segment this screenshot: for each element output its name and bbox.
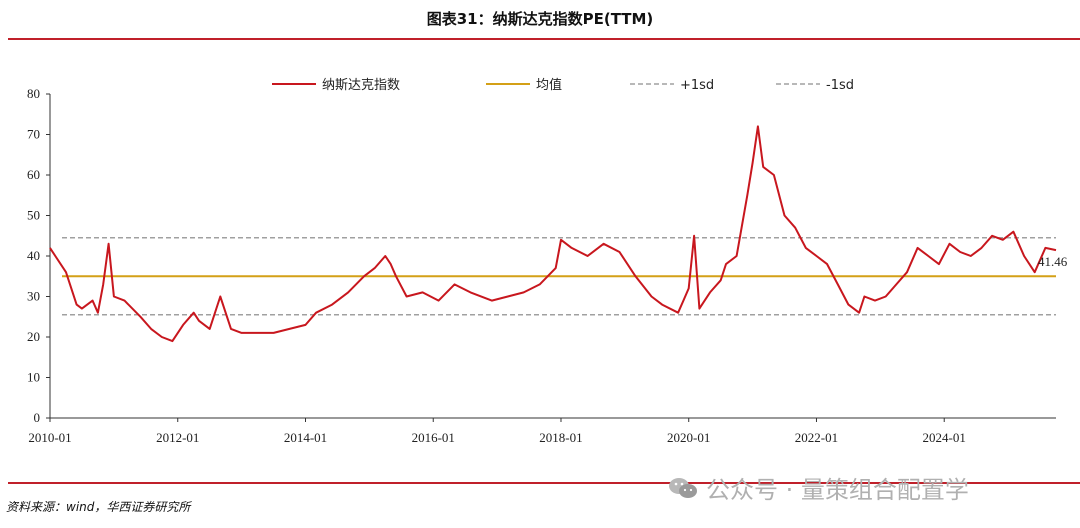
x-tick-label: 2016-01 xyxy=(412,430,455,445)
x-tick-label: 2012-01 xyxy=(156,430,199,445)
pe-line-chart: 纳斯达克指数 均值 +1sd -1sd 0 10 20 30 40 50 60 70 80 2010-0… xyxy=(27,77,1068,445)
legend-item-3: -1sd xyxy=(776,78,854,93)
chart-legend: 纳斯达克指数 均值 +1sd -1sd xyxy=(272,77,854,93)
legend-label-1: 均值 xyxy=(536,77,562,93)
y-tick-label: 60 xyxy=(27,167,40,182)
x-tick-label: 2022-01 xyxy=(795,430,838,445)
legend-label-0: 纳斯达克指数 xyxy=(322,78,400,93)
watermark-text: 公众号 · 量策组合配置学 xyxy=(706,476,969,504)
legend-label-3: -1sd xyxy=(826,78,854,93)
legend-item-0: 纳斯达克指数 xyxy=(272,78,400,93)
footer-divider xyxy=(8,482,1080,484)
legend-label-2: +1sd xyxy=(680,78,714,93)
y-tick-label: 80 xyxy=(27,86,40,101)
y-tick-label: 70 xyxy=(27,127,40,142)
title-divider xyxy=(8,38,1080,40)
y-tick-label: 40 xyxy=(27,248,40,263)
x-tick-label: 2020-01 xyxy=(667,430,710,445)
y-tick-label: 10 xyxy=(27,370,40,385)
reference-lines xyxy=(62,237,1056,316)
wechat-icon xyxy=(669,477,697,498)
source-note: 资料来源：wind，华西证券研究所 xyxy=(6,500,191,514)
y-tick-label: 0 xyxy=(34,410,41,425)
legend-item-2: +1sd xyxy=(630,78,714,93)
y-tick-label: 30 xyxy=(27,289,40,304)
legend-item-1: 均值 xyxy=(486,77,562,93)
x-tick-label: 2024-01 xyxy=(923,430,966,445)
chart-axes: 0 10 20 30 40 50 60 70 80 2010-01 2012-01 2014-01 20… xyxy=(27,86,1056,445)
x-tick-label: 2014-01 xyxy=(284,430,327,445)
watermark: 公众号 · 量策组合配置学 xyxy=(668,470,969,505)
y-tick-label: 20 xyxy=(27,329,40,344)
data-label-0: 41.46 xyxy=(1038,254,1068,269)
series-line-0 xyxy=(49,125,1057,343)
x-tick-label: 2018-01 xyxy=(539,430,582,445)
annotations: 41.46 xyxy=(1038,254,1068,269)
x-tick-label: 2010-01 xyxy=(28,430,71,445)
y-tick-label: 50 xyxy=(27,208,40,223)
page-title: 图表31：纳斯达克指数PE(TTM) xyxy=(426,10,654,28)
series-group xyxy=(49,125,1057,343)
